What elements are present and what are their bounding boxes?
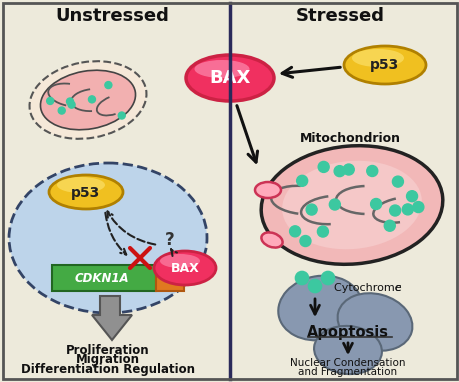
Circle shape <box>46 97 54 104</box>
Text: Apoptosis: Apoptosis <box>306 324 388 340</box>
Text: Migration: Migration <box>76 353 140 366</box>
Circle shape <box>333 166 344 176</box>
Ellipse shape <box>185 55 274 101</box>
Text: and Fragmentation: and Fragmentation <box>298 367 397 377</box>
Text: Unstressed: Unstressed <box>55 7 168 25</box>
Circle shape <box>389 205 400 216</box>
Ellipse shape <box>154 251 216 285</box>
Ellipse shape <box>313 326 381 374</box>
Circle shape <box>370 199 381 209</box>
Circle shape <box>308 280 321 293</box>
Circle shape <box>342 164 353 175</box>
Text: CDKN1A: CDKN1A <box>74 272 129 285</box>
Text: Cytochrome: Cytochrome <box>333 283 404 293</box>
Ellipse shape <box>40 70 135 130</box>
Circle shape <box>383 220 394 231</box>
Text: ?: ? <box>165 231 174 249</box>
Ellipse shape <box>160 254 200 268</box>
Ellipse shape <box>194 60 249 78</box>
Circle shape <box>318 162 329 172</box>
Circle shape <box>366 165 377 176</box>
Circle shape <box>406 191 417 202</box>
Circle shape <box>299 236 310 246</box>
Ellipse shape <box>57 177 105 193</box>
Ellipse shape <box>254 182 280 198</box>
Circle shape <box>118 112 125 119</box>
Circle shape <box>58 107 65 114</box>
Ellipse shape <box>278 276 361 340</box>
Circle shape <box>402 204 413 215</box>
Text: Mitochondrion: Mitochondrion <box>299 131 400 144</box>
Circle shape <box>412 202 423 212</box>
Circle shape <box>105 82 112 89</box>
Text: p53: p53 <box>369 58 399 72</box>
Circle shape <box>289 226 300 237</box>
Ellipse shape <box>261 146 442 264</box>
Text: BAX: BAX <box>170 262 199 275</box>
Circle shape <box>67 98 73 105</box>
Ellipse shape <box>29 61 146 139</box>
Circle shape <box>317 226 328 237</box>
Ellipse shape <box>351 49 403 67</box>
Ellipse shape <box>9 163 207 313</box>
Circle shape <box>306 204 316 215</box>
Ellipse shape <box>49 175 123 209</box>
Text: Nuclear Condensation: Nuclear Condensation <box>290 358 405 368</box>
Text: p53: p53 <box>71 186 101 200</box>
Polygon shape <box>92 296 132 340</box>
Circle shape <box>321 272 334 285</box>
Bar <box>52 265 156 291</box>
Circle shape <box>295 272 308 285</box>
Ellipse shape <box>281 161 421 249</box>
Circle shape <box>329 199 340 210</box>
Ellipse shape <box>337 293 412 351</box>
Ellipse shape <box>343 46 425 84</box>
Circle shape <box>68 101 75 108</box>
Text: Differentiation Regulation: Differentiation Regulation <box>21 364 195 377</box>
Circle shape <box>88 96 95 103</box>
Text: Proliferation: Proliferation <box>66 343 150 356</box>
Text: c: c <box>393 283 399 293</box>
Circle shape <box>296 175 307 186</box>
Ellipse shape <box>261 232 282 248</box>
Bar <box>156 265 184 291</box>
Circle shape <box>392 176 403 187</box>
Text: Stressed: Stressed <box>295 7 384 25</box>
Text: BAX: BAX <box>209 69 250 87</box>
